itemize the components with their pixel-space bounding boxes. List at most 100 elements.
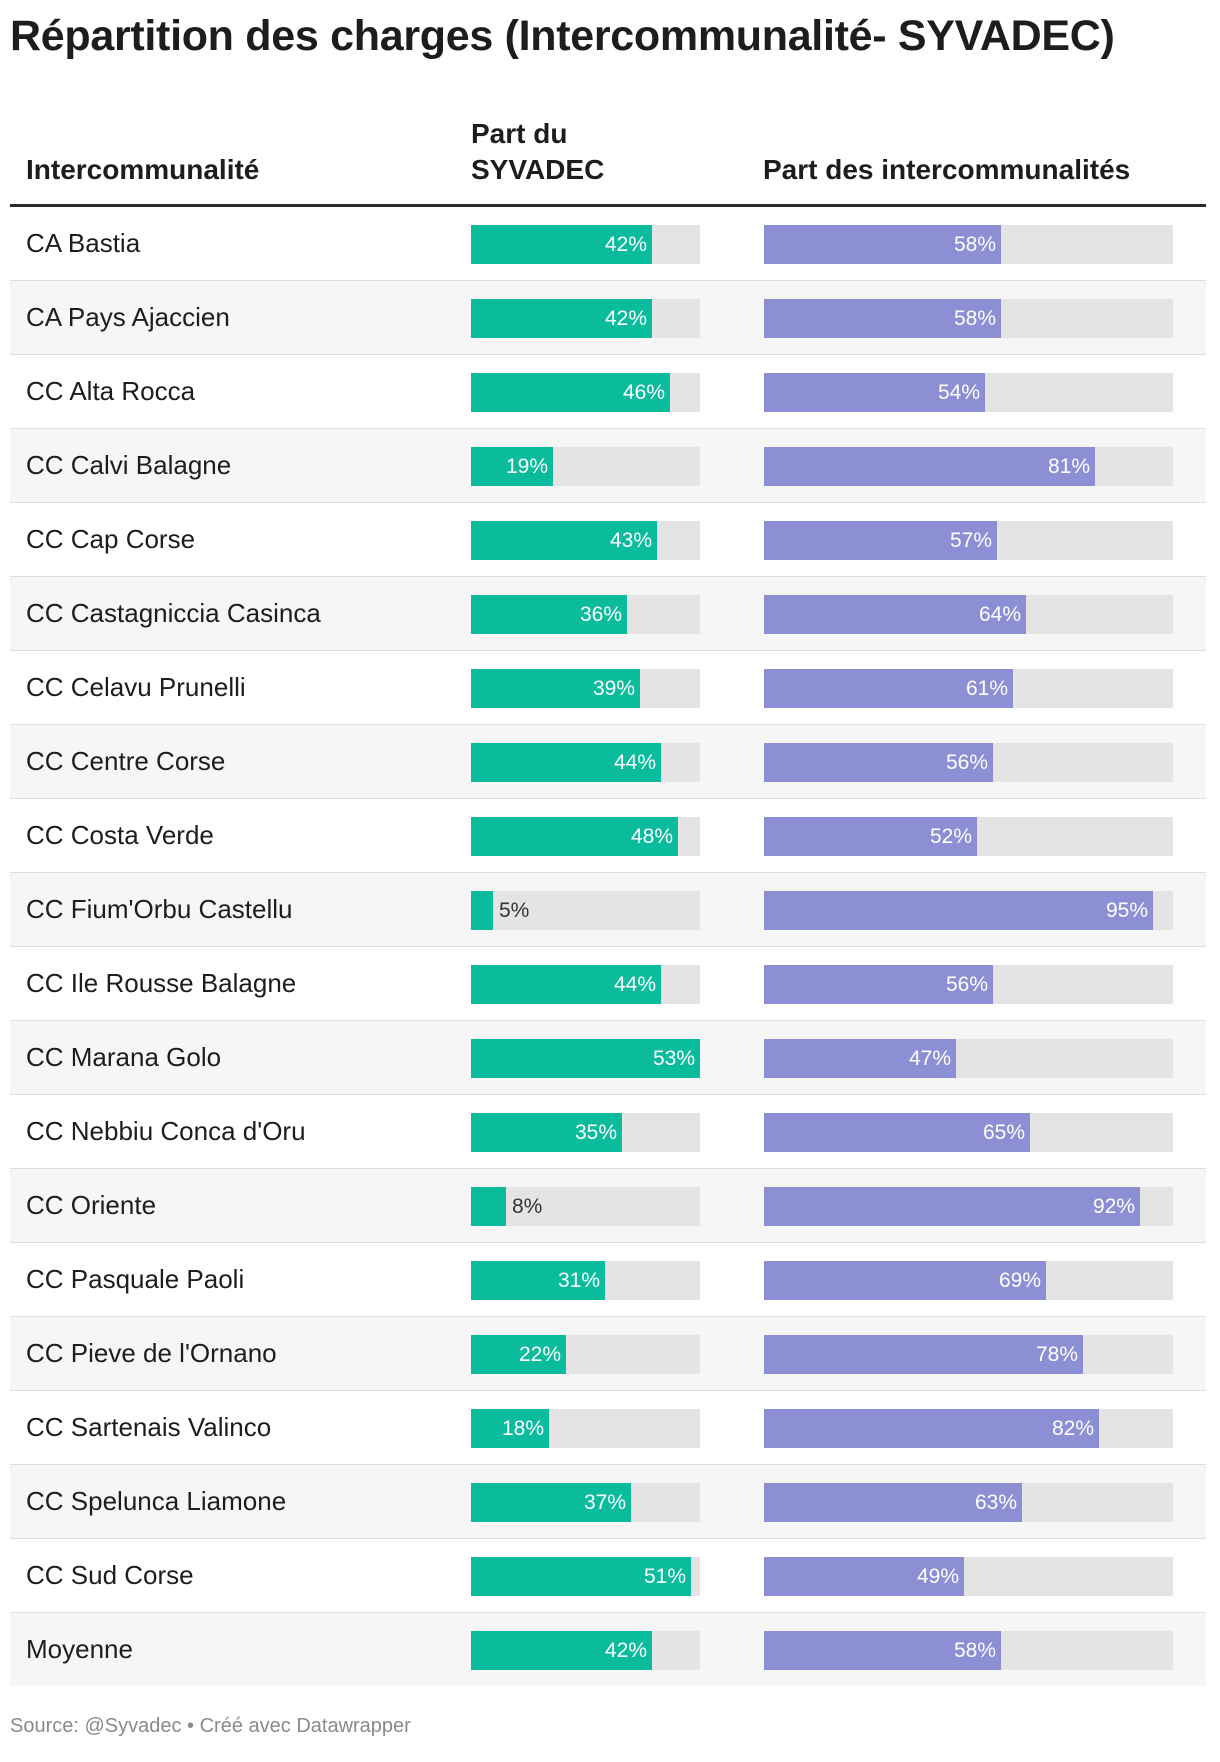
syvadec-value-label: 22% [518, 1343, 561, 1366]
row-name: CC Sud Corse [26, 1560, 194, 1590]
interco-bar-track: 95% [764, 891, 1173, 930]
syvadec-bar-track: 43% [471, 521, 700, 560]
row-name: CA Bastia [26, 228, 141, 258]
interco-bar [764, 817, 977, 856]
syvadec-bar-track: 37% [471, 1483, 700, 1522]
syvadec-value-label: 44% [613, 751, 656, 774]
table-row: CC Spelunca Liamone 37% 63% [10, 1465, 1206, 1539]
interco-value-label: 82% [1051, 1417, 1094, 1440]
row-name: CC Celavu Prunelli [26, 672, 246, 702]
chart-title: Répartition des charges (Intercommunalit… [10, 12, 1115, 60]
table-row: CC Sartenais Valinco 18% 82% [10, 1391, 1206, 1465]
syvadec-bar-track: 35% [471, 1113, 700, 1152]
syvadec-value-label: 42% [604, 307, 647, 330]
interco-bar-track: 54% [764, 373, 1173, 412]
interco-value-label: 64% [978, 603, 1021, 626]
interco-bar-track: 92% [764, 1187, 1173, 1226]
row-name: CC Centre Corse [26, 746, 226, 776]
row-name: CC Costa Verde [26, 820, 214, 850]
table-row: CC Centre Corse 44% 56% [10, 725, 1206, 799]
interco-bar-track: 58% [764, 1631, 1173, 1670]
syvadec-bar [471, 743, 661, 782]
syvadec-bar [471, 1483, 631, 1522]
table-header: Intercommunalité Part du SYVADEC Part de… [10, 100, 1206, 207]
syvadec-bar-track: 39% [471, 669, 700, 708]
syvadec-bar-track: 53% [471, 1039, 700, 1078]
syvadec-bar-track: 44% [471, 965, 700, 1004]
interco-bar [764, 1113, 1030, 1152]
syvadec-value-label: 19% [505, 455, 548, 478]
interco-bar-track: 61% [764, 669, 1173, 708]
interco-bar [764, 965, 993, 1004]
interco-value-label: 95% [1105, 899, 1148, 922]
syvadec-bar-track: 42% [471, 299, 700, 338]
syvadec-value-label: 36% [579, 603, 622, 626]
syvadec-value-label: 42% [604, 233, 647, 256]
syvadec-value-label: 37% [583, 1491, 626, 1514]
interco-value-label: 69% [998, 1269, 1041, 1292]
interco-value-label: 52% [929, 825, 972, 848]
column-header-intercommunalite[interactable]: Intercommunalité [26, 154, 260, 185]
syvadec-value-label: 35% [574, 1121, 617, 1144]
interco-value-label: 63% [974, 1491, 1017, 1514]
interco-bar-track: 78% [764, 1335, 1173, 1374]
table-row: CC Pieve de l'Ornano 22% 78% [10, 1317, 1206, 1391]
row-name: CC Marana Golo [26, 1042, 222, 1072]
syvadec-bar-track: 5% [471, 891, 700, 930]
interco-bar [764, 595, 1026, 634]
syvadec-bar [471, 1187, 506, 1226]
syvadec-bar-track: 46% [471, 373, 700, 412]
table-row: CC Pasquale Paoli 31% 69% [10, 1243, 1206, 1317]
interco-value-label: 57% [949, 529, 992, 552]
table-body: CA Bastia 42% 58% CA Pays Ajaccien 42% 58% CC … [10, 207, 1206, 1686]
syvadec-value-label: 8% [512, 1195, 543, 1218]
interco-bar [764, 743, 993, 782]
row-name: CC Pieve de l'Ornano [26, 1338, 277, 1368]
column-header-part-intercommunalites[interactable]: Part des intercommunalités [763, 154, 1131, 185]
syvadec-bar [471, 965, 661, 1004]
syvadec-bar [471, 299, 652, 338]
interco-value-label: 58% [953, 233, 996, 256]
interco-bar [764, 1261, 1046, 1300]
table-row: CA Bastia 42% 58% [10, 207, 1206, 281]
syvadec-bar-track: 31% [471, 1261, 700, 1300]
row-name: CC Fium'Orbu Castellu [26, 894, 293, 924]
row-name: CC Pasquale Paoli [26, 1264, 245, 1294]
syvadec-bar [471, 595, 627, 634]
interco-bar [764, 669, 1013, 708]
row-name: CC Ile Rousse Balagne [26, 968, 297, 998]
interco-bar [764, 225, 1001, 264]
syvadec-bar-track: 36% [471, 595, 700, 634]
syvadec-value-label: 51% [643, 1565, 686, 1588]
table-row: CC Fium'Orbu Castellu 5% 95% [10, 873, 1206, 947]
interco-value-label: 61% [965, 677, 1008, 700]
row-name: CA Pays Ajaccien [26, 302, 230, 332]
column-header-part-syvadec[interactable]: Part du SYVADEC [471, 118, 605, 185]
syvadec-bar-track: 42% [471, 1631, 700, 1670]
interco-bar-track: 56% [764, 965, 1173, 1004]
interco-bar-track: 58% [764, 299, 1173, 338]
interco-bar [764, 1409, 1099, 1448]
row-name: CC Cap Corse [26, 524, 196, 554]
syvadec-value-label: 46% [622, 381, 665, 404]
interco-bar [764, 1483, 1022, 1522]
row-name: CC Spelunca Liamone [26, 1486, 287, 1516]
interco-bar-track: 58% [764, 225, 1173, 264]
table-row: CC Ile Rousse Balagne 44% 56% [10, 947, 1206, 1021]
syvadec-bar [471, 1409, 549, 1448]
row-name: CC Oriente [26, 1190, 157, 1220]
syvadec-bar [471, 669, 640, 708]
table-row: CA Pays Ajaccien 42% 58% [10, 281, 1206, 355]
row-name: CC Sartenais Valinco [26, 1412, 272, 1442]
table-row: CC Costa Verde 48% 52% [10, 799, 1206, 873]
table-row: Moyenne 42% 58% [10, 1613, 1206, 1686]
source-footer: Source: @Syvadec • Créé avec Datawrapper [10, 1715, 411, 1737]
interco-value-label: 49% [916, 1565, 959, 1588]
interco-value-label: 56% [945, 973, 988, 996]
row-name: CC Castagniccia Casinca [26, 598, 321, 628]
syvadec-bar-track: 19% [471, 447, 700, 486]
table-row: CC Celavu Prunelli 39% 61% [10, 651, 1206, 725]
interco-bar-track: 65% [764, 1113, 1173, 1152]
interco-value-label: 65% [982, 1121, 1025, 1144]
interco-bar [764, 1335, 1083, 1374]
